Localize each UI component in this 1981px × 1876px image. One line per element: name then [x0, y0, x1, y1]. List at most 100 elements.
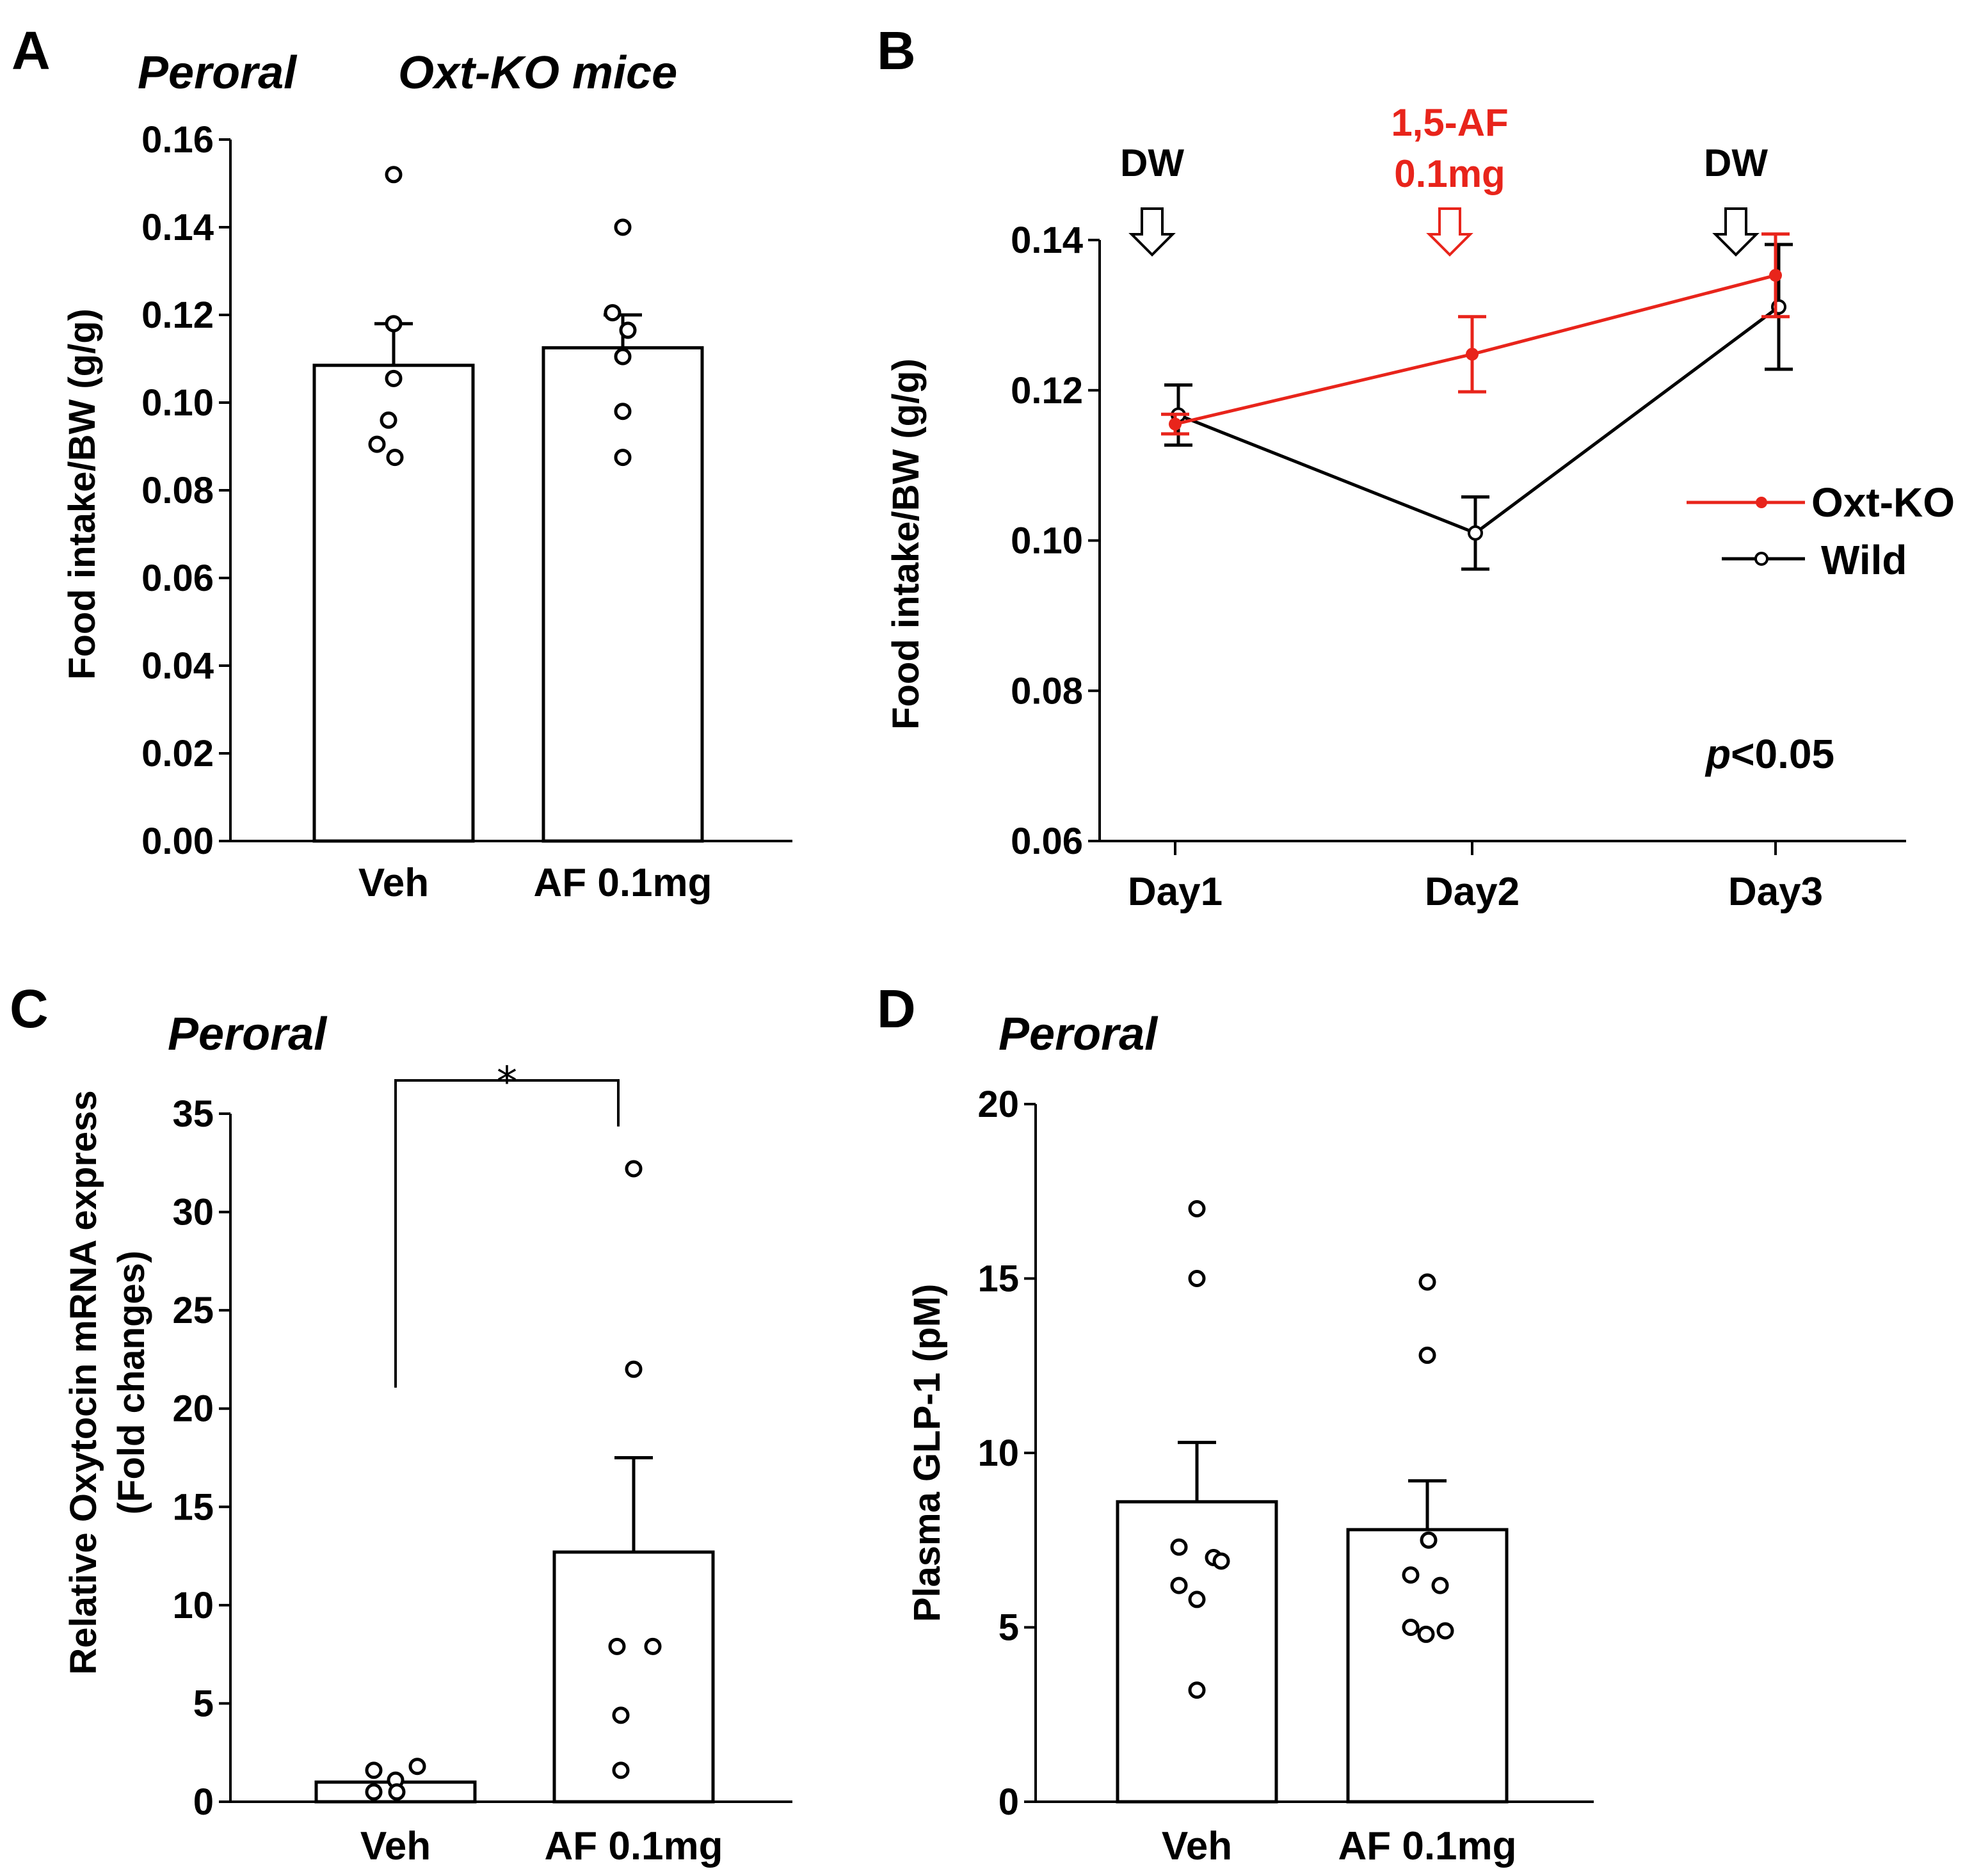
data-point — [1170, 1538, 1188, 1556]
y-tick-label: 0.02 — [141, 733, 214, 774]
bar-af — [552, 1550, 715, 1804]
data-point — [1188, 1200, 1206, 1217]
y-tick-label: 0.14 — [141, 207, 214, 248]
data-point — [365, 1761, 383, 1779]
panel-a-axes: 0.00 0.02 0.04 0.06 0.08 0.10 0.12 0.14 0.16 — [141, 119, 792, 862]
x-category-label: Veh — [358, 861, 429, 905]
x-tick-label: Day1 — [1128, 870, 1223, 914]
panel-b: B Food intake/BW (g/g) 0.060.080.100.120… — [877, 20, 1955, 914]
panel-b-legend: Oxt-KO Wild — [1687, 479, 1955, 583]
y-tick-label: 0.12 — [1011, 370, 1083, 412]
down-arrow-icon — [1712, 207, 1760, 257]
panel-c-significance-bracket: * — [394, 1059, 620, 1388]
x-category-label: AF 0.1mg — [1338, 1824, 1516, 1868]
y-tick-label: 20 — [977, 1084, 1019, 1125]
y-tick-label: 30 — [172, 1192, 214, 1233]
data-point — [614, 348, 632, 365]
data-point — [614, 218, 632, 236]
y-tick-label: 0.00 — [141, 821, 214, 862]
legend-oxt-ko-marker — [1756, 497, 1767, 508]
annotation-label-line2: 0.1mg — [1394, 152, 1505, 195]
significance-bracket-line — [394, 1079, 620, 1388]
data-point — [1418, 1273, 1436, 1291]
data-point — [1188, 1270, 1206, 1287]
y-tick-label: 0 — [999, 1781, 1019, 1823]
panel-a-subtitle-mice: Oxt-KO mice — [398, 47, 677, 99]
data-point — [1420, 1531, 1438, 1549]
panel-d: D Peroral Plasma GLP-1 (pM) 0 5 10 15 20 Veh… — [877, 979, 1594, 1868]
annotation-label: DW — [1704, 141, 1768, 184]
y-tick-label: 10 — [977, 1432, 1019, 1474]
data-point — [408, 1758, 426, 1776]
panel-b-axes: 0.06 0.08 0.10 0.12 0.14 Day1 Day2 Day3 — [1011, 220, 1906, 914]
data-point — [388, 1783, 406, 1801]
panel-c-bars: Veh AF 0.1mg — [314, 1160, 723, 1868]
data-point — [614, 449, 632, 467]
x-category-label: AF 0.1mg — [533, 861, 712, 905]
data-point — [385, 315, 403, 333]
panel-c-axes: 0 5 10 15 20 25 30 35 — [172, 1093, 792, 1823]
y-tick-label: 0.14 — [1011, 220, 1083, 261]
data-point — [1436, 1622, 1454, 1640]
y-tick-label: 0.06 — [141, 557, 214, 599]
data-point — [1468, 525, 1483, 541]
panel-d-letter: D — [877, 979, 916, 1039]
panel-b-ylabel: Food intake/BW (g/g) — [885, 358, 927, 730]
y-tick-label: 0.12 — [141, 294, 214, 336]
down-arrow-icon — [1128, 207, 1176, 257]
data-point — [644, 1637, 662, 1655]
y-tick-label: 0.10 — [1011, 520, 1083, 562]
panel-d-subtitle: Peroral — [999, 1009, 1159, 1060]
data-point — [612, 1706, 630, 1724]
panel-c-subtitle: Peroral — [168, 1009, 328, 1060]
panel-b-annotations: DW 1,5-AF 0.1mg DW — [1120, 101, 1768, 257]
data-point — [386, 449, 404, 467]
data-point — [385, 369, 403, 387]
data-point — [1170, 1576, 1188, 1594]
y-tick-label: 0.08 — [141, 470, 214, 511]
panel-a-ylabel: Food intake/BW (g/g) — [61, 309, 103, 680]
y-tick-label: 0.16 — [141, 119, 214, 161]
data-point — [365, 1783, 383, 1801]
bar-veh — [1116, 1500, 1278, 1804]
panel-b-p-value: p<0.05 — [1704, 731, 1834, 777]
data-point — [604, 304, 622, 322]
data-point — [1466, 348, 1479, 361]
y-tick-label: 5 — [999, 1607, 1019, 1649]
data-point — [1431, 1576, 1449, 1594]
y-tick-label: 0.10 — [141, 382, 214, 424]
data-point — [612, 1761, 630, 1779]
p-value-threshold: <0.05 — [1731, 731, 1834, 777]
y-tick-label: 20 — [172, 1388, 214, 1430]
y-tick-label: 0.06 — [1011, 821, 1083, 862]
data-point — [1212, 1552, 1230, 1570]
bar-af — [541, 346, 704, 843]
annotation-label: DW — [1120, 141, 1184, 184]
y-tick-label: 15 — [977, 1258, 1019, 1300]
panel-b-lines — [1161, 232, 1793, 571]
legend-wild-label: Wild — [1821, 537, 1907, 583]
significance-star: * — [497, 1059, 517, 1106]
data-point — [368, 435, 386, 453]
panel-c-letter: C — [10, 979, 49, 1039]
data-point — [1418, 1346, 1436, 1364]
data-point — [608, 1637, 626, 1655]
data-point — [614, 403, 632, 421]
data-point — [380, 411, 397, 429]
data-point — [1402, 1566, 1420, 1584]
data-point — [1417, 1625, 1435, 1643]
data-point — [625, 1360, 643, 1378]
data-point — [385, 166, 403, 184]
data-point — [1402, 1619, 1420, 1636]
panel-b-letter: B — [877, 20, 916, 81]
y-tick-label: 15 — [172, 1486, 214, 1528]
x-category-label: Veh — [1162, 1824, 1232, 1868]
panel-a-subtitle-route: Peroral — [138, 47, 298, 99]
y-tick-label: 0.04 — [141, 645, 214, 687]
panel-a-bars: Veh AF 0.1mg — [312, 166, 712, 905]
x-category-label: Veh — [360, 1824, 431, 1868]
bar-veh — [312, 364, 475, 843]
y-tick-label: 10 — [172, 1585, 214, 1626]
series-line-wild — [1178, 305, 1780, 535]
